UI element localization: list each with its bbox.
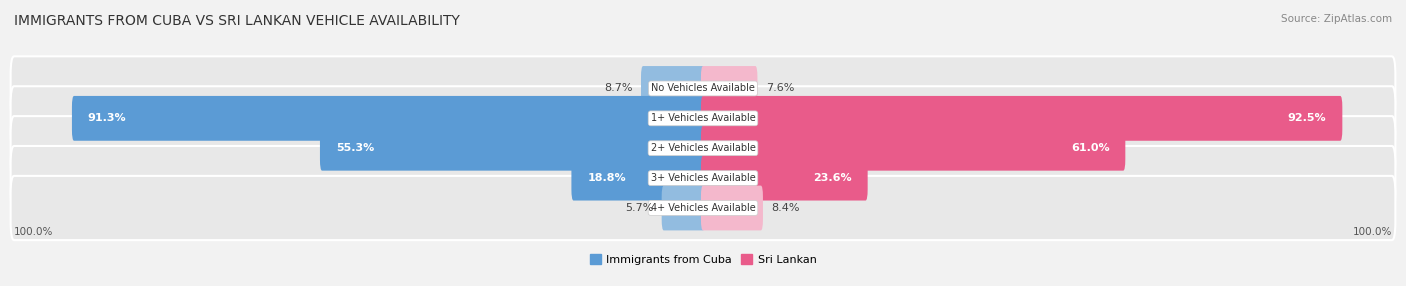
Text: 5.7%: 5.7% [626,203,654,213]
Text: 100.0%: 100.0% [1353,227,1392,237]
FancyBboxPatch shape [702,66,758,111]
FancyBboxPatch shape [571,156,704,200]
Legend: Immigrants from Cuba, Sri Lankan: Immigrants from Cuba, Sri Lankan [585,250,821,269]
Text: No Vehicles Available: No Vehicles Available [651,84,755,94]
FancyBboxPatch shape [11,146,1395,210]
FancyBboxPatch shape [662,186,704,231]
Text: 23.6%: 23.6% [813,173,852,183]
FancyBboxPatch shape [321,126,704,171]
Text: 2+ Vehicles Available: 2+ Vehicles Available [651,143,755,153]
Text: 4+ Vehicles Available: 4+ Vehicles Available [651,203,755,213]
FancyBboxPatch shape [702,126,1125,171]
FancyBboxPatch shape [11,176,1395,240]
FancyBboxPatch shape [72,96,704,141]
Text: 92.5%: 92.5% [1288,113,1326,123]
Text: 100.0%: 100.0% [14,227,53,237]
Text: 8.4%: 8.4% [772,203,800,213]
Text: 3+ Vehicles Available: 3+ Vehicles Available [651,173,755,183]
Text: 8.7%: 8.7% [605,84,633,94]
Text: 91.3%: 91.3% [87,113,127,123]
Text: 7.6%: 7.6% [766,84,794,94]
Text: 55.3%: 55.3% [336,143,374,153]
Text: 1+ Vehicles Available: 1+ Vehicles Available [651,113,755,123]
Text: 18.8%: 18.8% [588,173,626,183]
FancyBboxPatch shape [641,66,704,111]
Text: 61.0%: 61.0% [1071,143,1109,153]
FancyBboxPatch shape [11,116,1395,180]
Text: IMMIGRANTS FROM CUBA VS SRI LANKAN VEHICLE AVAILABILITY: IMMIGRANTS FROM CUBA VS SRI LANKAN VEHIC… [14,14,460,28]
FancyBboxPatch shape [11,86,1395,150]
FancyBboxPatch shape [702,186,763,231]
FancyBboxPatch shape [11,56,1395,121]
FancyBboxPatch shape [702,156,868,200]
FancyBboxPatch shape [702,96,1343,141]
Text: Source: ZipAtlas.com: Source: ZipAtlas.com [1281,14,1392,24]
